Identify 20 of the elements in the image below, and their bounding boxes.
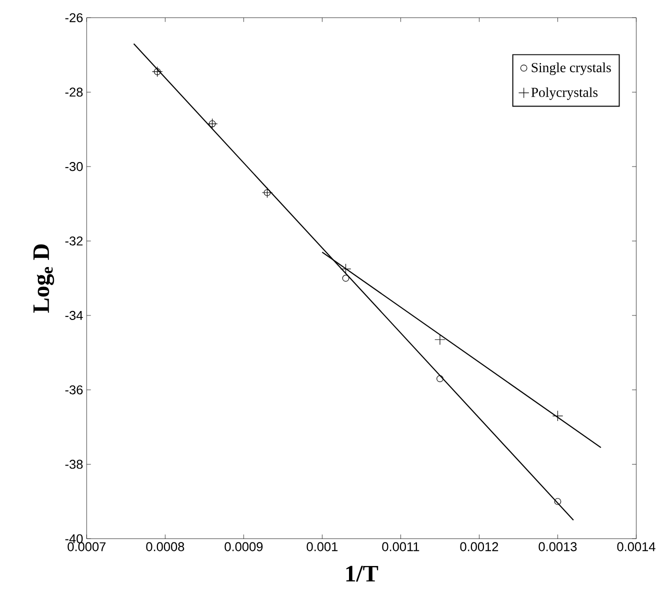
x-axis-title: 1/T <box>346 566 378 582</box>
x-tick-label: 0.0011 <box>382 542 420 552</box>
x-tick-label: 0.0012 <box>460 542 498 552</box>
x-tick-label: 0.001 <box>306 542 338 552</box>
y-tick-label: -34 <box>65 311 83 320</box>
y-tick-label: -26 <box>65 13 83 22</box>
x-tick-label: 0.0013 <box>538 542 577 552</box>
y-axis-title: Log$_{e}$ D <box>33 244 54 313</box>
y-tick-label: -36 <box>65 386 83 395</box>
legend-label: Polycrystals <box>531 88 598 100</box>
y-tick-label: -38 <box>65 460 83 469</box>
x-tick-label: 0.0014 <box>617 542 656 552</box>
legend-label: Single crystals <box>532 62 611 76</box>
x-tick-label: 0.0009 <box>224 542 263 552</box>
x-tick-label: 0.0008 <box>146 542 184 552</box>
y-tick-label: -30 <box>65 162 83 172</box>
y-tick-label: -28 <box>65 88 83 97</box>
x-tick-label: 0.0007 <box>68 542 106 552</box>
y-tick-label: -40 <box>65 534 83 544</box>
y-tick-label: -32 <box>65 236 83 246</box>
